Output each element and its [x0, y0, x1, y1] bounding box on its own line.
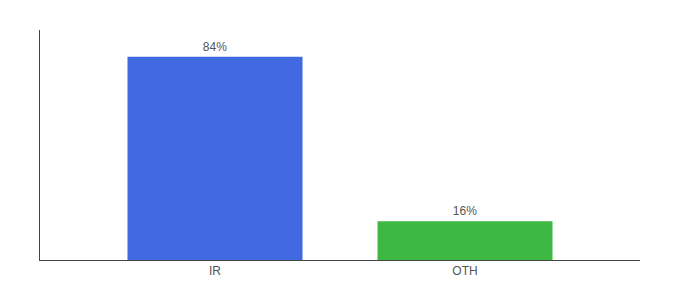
svg-text:OTH: OTH [452, 264, 477, 278]
svg-text:84%: 84% [203, 40, 227, 54]
svg-text:IR: IR [209, 264, 221, 278]
svg-text:16%: 16% [453, 204, 477, 218]
